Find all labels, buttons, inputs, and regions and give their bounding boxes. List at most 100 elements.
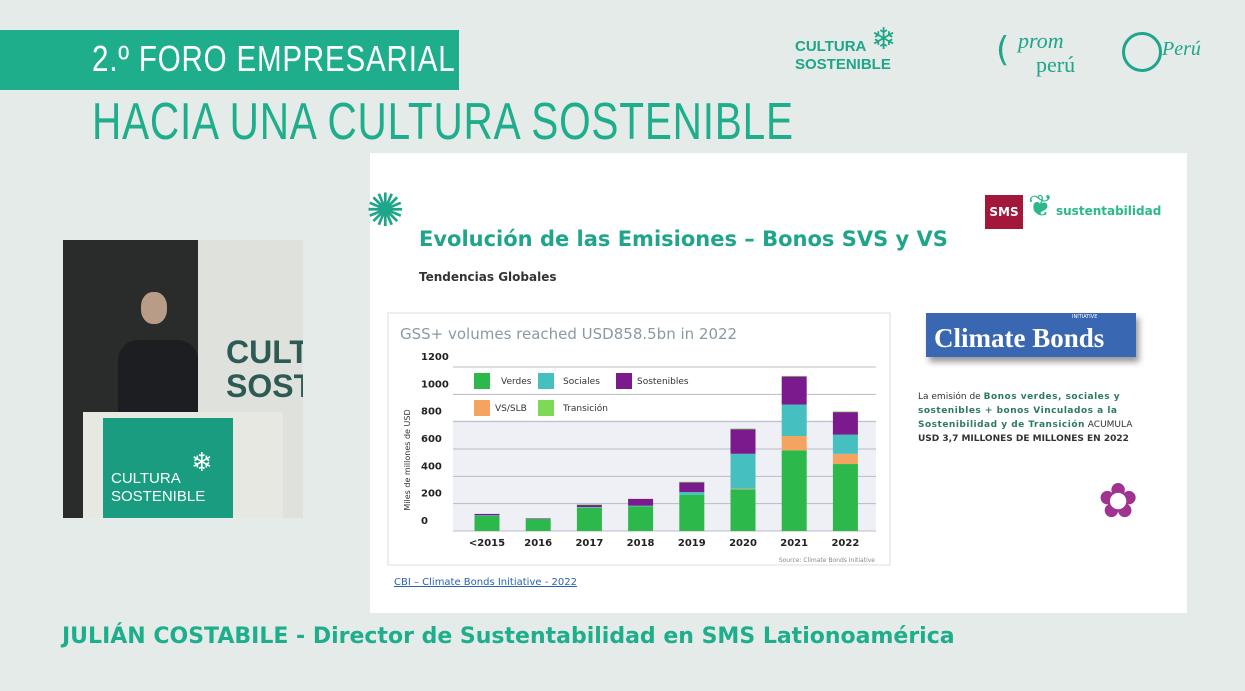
bar-sociales bbox=[832, 434, 858, 454]
climate-bonds-text: Climate Bonds bbox=[934, 323, 1105, 353]
event-subtitle: HACIA UNA CULTURA SOSTENIBLE bbox=[92, 93, 794, 151]
podium-logo: CULTURA SOSTENIBLE bbox=[111, 470, 205, 506]
legend-label: VS/SLB bbox=[495, 404, 527, 414]
legend-swatch bbox=[616, 373, 632, 389]
bar-transicin bbox=[576, 504, 602, 506]
climate-bonds-logo: INITIATIVE Climate Bonds bbox=[926, 313, 1136, 357]
note-highlight: Bonos verdes, sociales y sostenibles + b… bbox=[918, 392, 1121, 430]
sun-logo-icon: ✺ bbox=[366, 183, 405, 237]
bar-verdes bbox=[628, 506, 654, 531]
bar-verdes bbox=[576, 507, 602, 531]
bar-verdes bbox=[525, 518, 551, 531]
legend-label: Sociales bbox=[563, 377, 600, 387]
legend-label: Transición bbox=[562, 403, 608, 414]
logo-line: Perú bbox=[1162, 38, 1201, 60]
podium-line: CULTURA bbox=[111, 470, 181, 487]
bar-transicin bbox=[781, 375, 807, 377]
note-text: La emisión de bbox=[918, 392, 984, 402]
bar-sostenibles bbox=[832, 412, 858, 435]
sms-tagline: sustentabilidad bbox=[1056, 204, 1162, 218]
podium-panel: CULTURA SOSTENIBLE ❄ bbox=[103, 418, 233, 518]
snowflake-icon: ❄ bbox=[191, 448, 213, 478]
snowflake-icon: ❄ bbox=[871, 22, 897, 57]
bar-verdes bbox=[474, 515, 500, 531]
bar-vsslb bbox=[832, 453, 858, 465]
bar-verdes bbox=[730, 489, 756, 531]
bond-issuance-chart: GSS+ volumes reached USD858.5bn in 2022 … bbox=[387, 312, 891, 566]
chart-title: GSS+ volumes reached USD858.5bn in 2022 bbox=[400, 325, 737, 343]
y-tick-label: 400 bbox=[421, 461, 442, 472]
speaker-caption: JULIÁN COSTABILE - Director de Sustentab… bbox=[62, 624, 955, 649]
y-tick-label: 600 bbox=[421, 434, 442, 445]
y-axis-label: Miles de millones de USD bbox=[403, 409, 412, 510]
wall-text: CULT SOST bbox=[226, 335, 303, 403]
logo-line: SOSTENIBLE bbox=[795, 56, 891, 73]
event-title: 2.º FORO EMPRESARIAL bbox=[92, 38, 456, 79]
bar-verdes bbox=[679, 494, 705, 531]
legend-label: Verdes bbox=[501, 377, 532, 387]
logo-line: CULTURA bbox=[795, 38, 867, 55]
leaf-icon: ❦ bbox=[1028, 189, 1054, 224]
legend-swatch bbox=[538, 400, 554, 416]
bar-sostenibles bbox=[474, 513, 500, 516]
logo-line: perú bbox=[1036, 52, 1076, 77]
slide-note: La emisión de Bonos verdes, sociales y s… bbox=[918, 390, 1146, 446]
bar-sociales bbox=[730, 453, 756, 489]
y-tick-label: 800 bbox=[421, 407, 442, 418]
speaker-video: CULT SOST CULTURA SOSTENIBLE ❄ bbox=[63, 240, 303, 518]
x-tick-label: 2017 bbox=[575, 538, 603, 549]
sms-logo: SMS bbox=[985, 195, 1023, 229]
bar-sostenibles bbox=[576, 505, 602, 508]
y-tick-label: 200 bbox=[421, 489, 442, 500]
y-tick-label: 1200 bbox=[421, 352, 449, 363]
note-text: ACUMULA bbox=[1084, 420, 1133, 430]
bar-sostenibles bbox=[628, 498, 654, 506]
bar-sostenibles bbox=[781, 376, 807, 405]
legend-swatch bbox=[538, 373, 554, 389]
bar-sostenibles bbox=[525, 518, 551, 519]
y-tick-label: 1000 bbox=[421, 379, 449, 390]
chart-source: Source: Climate Bonds Initiative bbox=[779, 557, 875, 564]
legend-swatch bbox=[474, 373, 490, 389]
bar-sociales bbox=[576, 507, 602, 508]
bar-vsslb bbox=[781, 436, 807, 451]
speaker-head bbox=[141, 292, 167, 324]
wall-line: SOST bbox=[226, 368, 303, 404]
climate-bonds-small: INITIATIVE bbox=[1072, 314, 1098, 320]
legend-swatch bbox=[474, 400, 490, 416]
x-tick-label: 2020 bbox=[729, 538, 757, 549]
title-banner bbox=[0, 30, 459, 90]
bar-verdes bbox=[781, 450, 807, 531]
y-tick-label: 0 bbox=[421, 516, 428, 527]
x-tick-label: 2019 bbox=[678, 538, 706, 549]
cultura-sostenible-logo: CULTURA SOSTENIBLE ❄ bbox=[795, 22, 896, 74]
bar-vsslb bbox=[730, 488, 756, 490]
spiral-icon bbox=[1122, 32, 1162, 72]
bar-transicin bbox=[832, 411, 858, 413]
bar-sociales bbox=[679, 492, 705, 495]
x-tick-label: 2022 bbox=[831, 538, 859, 549]
bar-sociales bbox=[628, 505, 654, 507]
bar-transicin bbox=[730, 428, 756, 430]
plot-shade bbox=[453, 420, 876, 531]
slide-title: Evolución de las Emisiones – Bonos SVS y… bbox=[419, 227, 948, 251]
source-link[interactable]: CBI – Climate Bonds Initiative - 2022 bbox=[394, 577, 577, 588]
promperu-mark-icon: ( bbox=[996, 30, 1010, 70]
bar-sociales bbox=[474, 515, 500, 516]
podium-line: SOSTENIBLE bbox=[111, 488, 206, 505]
x-tick-label: 2021 bbox=[780, 538, 808, 549]
x-tick-label: <2015 bbox=[469, 538, 505, 549]
bar-verdes bbox=[832, 464, 858, 531]
bar-sostenibles bbox=[679, 482, 705, 493]
wall-line: CULT bbox=[226, 334, 303, 370]
bar-transicin bbox=[679, 481, 705, 483]
slide-subtitle: Tendencias Globales bbox=[419, 270, 557, 284]
logo-line: prom bbox=[1018, 28, 1064, 53]
legend-label: Sostenibles bbox=[637, 377, 689, 387]
note-bold: USD 3,7 MILLONES DE MILLONES EN 2022 bbox=[918, 434, 1129, 444]
bar-sociales bbox=[781, 404, 807, 437]
x-tick-label: 2018 bbox=[627, 538, 655, 549]
x-tick-label: 2016 bbox=[524, 538, 552, 549]
bar-sostenibles bbox=[730, 429, 756, 454]
speaker-body bbox=[118, 340, 198, 420]
